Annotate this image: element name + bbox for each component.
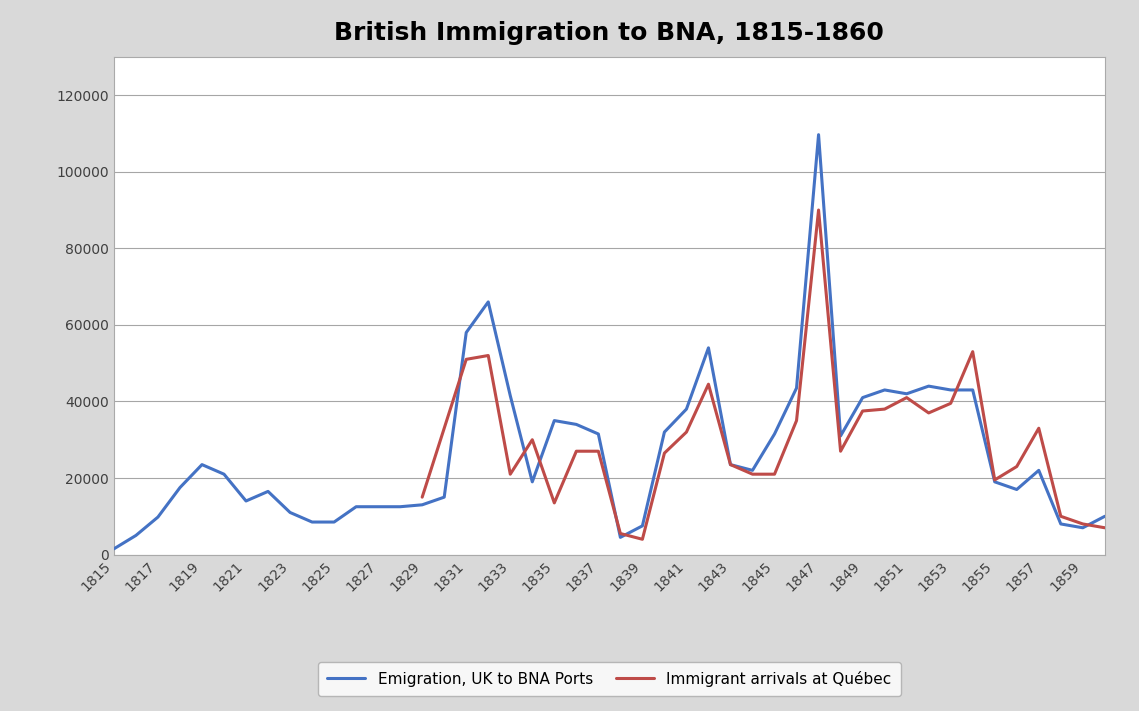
Emigration, UK to BNA Ports — [525, 478, 539, 486]
Title: British Immigration to BNA, 1815-1860: British Immigration to BNA, 1815-1860 — [335, 21, 884, 46]
Emigration, UK to BNA Ports — [239, 497, 253, 506]
Emigration, UK to BNA Ports — [723, 460, 737, 469]
Emigration, UK to BNA Ports — [350, 503, 363, 511]
Emigration, UK to BNA Ports — [1010, 485, 1024, 493]
Immigrant arrivals at Québec — [591, 447, 605, 456]
Immigrant arrivals at Québec — [503, 470, 517, 479]
Legend: Emigration, UK to BNA Ports, Immigrant arrivals at Québec: Emigration, UK to BNA Ports, Immigrant a… — [318, 662, 901, 696]
Emigration, UK to BNA Ports — [746, 466, 760, 475]
Emigration, UK to BNA Ports — [636, 522, 649, 530]
Line: Emigration, UK to BNA Ports: Emigration, UK to BNA Ports — [114, 134, 1105, 549]
Emigration, UK to BNA Ports — [812, 130, 826, 139]
Immigrant arrivals at Québec — [944, 399, 958, 407]
Emigration, UK to BNA Ports — [900, 390, 913, 398]
Immigrant arrivals at Québec — [636, 535, 649, 543]
Immigrant arrivals at Québec — [834, 447, 847, 456]
Emigration, UK to BNA Ports — [657, 428, 671, 437]
Emigration, UK to BNA Ports — [1098, 512, 1112, 520]
Immigrant arrivals at Québec — [789, 417, 803, 425]
Immigrant arrivals at Québec — [966, 348, 980, 356]
Immigrant arrivals at Québec — [702, 380, 715, 388]
Emigration, UK to BNA Ports — [459, 328, 473, 337]
Emigration, UK to BNA Ports — [1032, 466, 1046, 475]
Emigration, UK to BNA Ports — [437, 493, 451, 501]
Immigrant arrivals at Québec — [525, 435, 539, 444]
Emigration, UK to BNA Ports — [591, 429, 605, 438]
Emigration, UK to BNA Ports — [680, 405, 694, 413]
Emigration, UK to BNA Ports — [855, 393, 869, 402]
Immigrant arrivals at Québec — [1098, 523, 1112, 532]
Emigration, UK to BNA Ports — [284, 508, 297, 517]
Immigrant arrivals at Québec — [723, 460, 737, 469]
Immigrant arrivals at Québec — [482, 351, 495, 360]
Emigration, UK to BNA Ports — [921, 382, 935, 390]
Emigration, UK to BNA Ports — [966, 385, 980, 394]
Emigration, UK to BNA Ports — [702, 343, 715, 352]
Emigration, UK to BNA Ports — [988, 478, 1001, 486]
Emigration, UK to BNA Ports — [789, 384, 803, 392]
Immigrant arrivals at Québec — [921, 409, 935, 417]
Emigration, UK to BNA Ports — [1054, 520, 1067, 528]
Emigration, UK to BNA Ports — [878, 385, 892, 394]
Immigrant arrivals at Québec — [459, 355, 473, 363]
Immigrant arrivals at Québec — [1010, 462, 1024, 471]
Immigrant arrivals at Québec — [614, 529, 628, 538]
Line: Immigrant arrivals at Québec: Immigrant arrivals at Québec — [423, 210, 1105, 539]
Emigration, UK to BNA Ports — [548, 417, 562, 425]
Immigrant arrivals at Québec — [812, 205, 826, 214]
Emigration, UK to BNA Ports — [503, 392, 517, 400]
Immigrant arrivals at Québec — [1032, 424, 1046, 432]
Immigrant arrivals at Québec — [900, 393, 913, 402]
Emigration, UK to BNA Ports — [173, 483, 187, 492]
Emigration, UK to BNA Ports — [614, 533, 628, 542]
Emigration, UK to BNA Ports — [1076, 523, 1090, 532]
Emigration, UK to BNA Ports — [129, 531, 142, 540]
Emigration, UK to BNA Ports — [393, 503, 407, 511]
Emigration, UK to BNA Ports — [768, 429, 781, 438]
Immigrant arrivals at Québec — [1076, 520, 1090, 528]
Immigrant arrivals at Québec — [768, 470, 781, 479]
Immigrant arrivals at Québec — [878, 405, 892, 413]
Emigration, UK to BNA Ports — [327, 518, 341, 526]
Immigrant arrivals at Québec — [657, 449, 671, 457]
Emigration, UK to BNA Ports — [371, 503, 385, 511]
Immigrant arrivals at Québec — [855, 407, 869, 415]
Immigrant arrivals at Québec — [416, 493, 429, 501]
Emigration, UK to BNA Ports — [218, 470, 231, 479]
Immigrant arrivals at Québec — [680, 428, 694, 437]
Emigration, UK to BNA Ports — [261, 487, 274, 496]
Immigrant arrivals at Québec — [570, 447, 583, 456]
Immigrant arrivals at Québec — [1054, 512, 1067, 520]
Emigration, UK to BNA Ports — [834, 432, 847, 440]
Emigration, UK to BNA Ports — [944, 385, 958, 394]
Immigrant arrivals at Québec — [548, 498, 562, 507]
Immigrant arrivals at Québec — [988, 476, 1001, 484]
Emigration, UK to BNA Ports — [305, 518, 319, 526]
Emigration, UK to BNA Ports — [151, 513, 165, 521]
Emigration, UK to BNA Ports — [195, 460, 208, 469]
Emigration, UK to BNA Ports — [107, 545, 121, 553]
Emigration, UK to BNA Ports — [482, 298, 495, 306]
Emigration, UK to BNA Ports — [570, 420, 583, 429]
Immigrant arrivals at Québec — [746, 470, 760, 479]
Emigration, UK to BNA Ports — [416, 501, 429, 509]
